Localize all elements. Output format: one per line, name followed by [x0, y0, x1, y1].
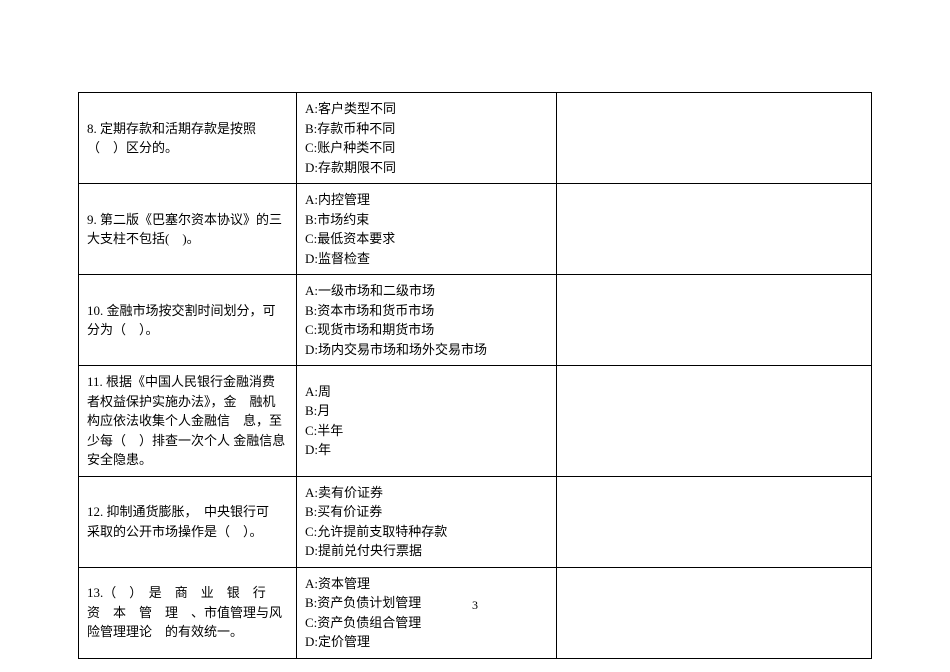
table-row: 9. 第二版《巴塞尔资本协议》的三大支柱不包括( )。 A:内控管理 B:市场约…	[79, 184, 872, 275]
answer-cell	[557, 93, 872, 184]
question-cell: 12. 抑制通货膨胀， 中央银行可 采取的公开市场操作是（ ）。	[79, 476, 297, 567]
table-row: 11. 根据《中国人民银行金融消费者权益保护实施办法》，金 融机构应依法收集个人…	[79, 366, 872, 477]
option-d: D:定价管理	[305, 632, 548, 652]
option-d: D:存款期限不同	[305, 158, 548, 178]
question-text: 8. 定期存款和活期存款是按照（ ）区分的。	[87, 121, 256, 156]
question-text: 10. 金融市场按交割时间划分，可分为（ ）。	[87, 303, 276, 338]
question-cell: 9. 第二版《巴塞尔资本协议》的三大支柱不包括( )。	[79, 184, 297, 275]
options-cell: A:周 B:月 C:半年 D:年	[297, 366, 557, 477]
option-b: B:资本市场和货币市场	[305, 301, 548, 321]
option-d: D:监督检查	[305, 249, 548, 269]
option-c: C:半年	[305, 421, 548, 441]
page-body: 8. 定期存款和活期存款是按照（ ）区分的。 A:客户类型不同 B:存款币种不同…	[0, 0, 950, 659]
option-a: A:客户类型不同	[305, 99, 548, 119]
option-d: D:场内交易市场和场外交易市场	[305, 340, 548, 360]
answer-cell	[557, 476, 872, 567]
option-c: C:允许提前支取特种存款	[305, 522, 548, 542]
question-cell: 11. 根据《中国人民银行金融消费者权益保护实施办法》，金 融机构应依法收集个人…	[79, 366, 297, 477]
table-row: 10. 金融市场按交割时间划分，可分为（ ）。 A:一级市场和二级市场 B:资本…	[79, 275, 872, 366]
table-row: 12. 抑制通货膨胀， 中央银行可 采取的公开市场操作是（ ）。 A:卖有价证券…	[79, 476, 872, 567]
option-a: A:资本管理	[305, 574, 548, 594]
options-cell: A:内控管理 B:市场约束 C:最低资本要求 D:监督检查	[297, 184, 557, 275]
question-text: 11. 根据《中国人民银行金融消费者权益保护实施办法》，金 融机构应依法收集个人…	[87, 374, 285, 467]
options-cell: A:客户类型不同 B:存款币种不同 C:账户种类不同 D:存款期限不同	[297, 93, 557, 184]
option-c: C:现货市场和期货市场	[305, 320, 548, 340]
options-cell: A:一级市场和二级市场 B:资本市场和货币市场 C:现货市场和期货市场 D:场内…	[297, 275, 557, 366]
question-text: 9. 第二版《巴塞尔资本协议》的三大支柱不包括( )。	[87, 212, 282, 247]
answer-cell	[557, 275, 872, 366]
question-text: 12. 抑制通货膨胀， 中央银行可 采取的公开市场操作是（ ）。	[87, 504, 282, 539]
option-c: C:资产负债组合管理	[305, 613, 548, 633]
page-number: 3	[0, 596, 950, 614]
option-a: A:周	[305, 382, 548, 402]
option-c: C:账户种类不同	[305, 138, 548, 158]
option-a: A:内控管理	[305, 190, 548, 210]
option-a: A:一级市场和二级市场	[305, 281, 548, 301]
option-b: B:买有价证券	[305, 502, 548, 522]
option-b: B:存款币种不同	[305, 119, 548, 139]
option-b: B:市场约束	[305, 210, 548, 230]
option-a: A:卖有价证券	[305, 483, 548, 503]
option-c: C:最低资本要求	[305, 229, 548, 249]
answer-cell	[557, 366, 872, 477]
option-d: D:提前兑付央行票据	[305, 541, 548, 561]
option-b: B:月	[305, 401, 548, 421]
option-d: D:年	[305, 440, 548, 460]
answer-cell	[557, 184, 872, 275]
options-cell: A:卖有价证券 B:买有价证券 C:允许提前支取特种存款 D:提前兑付央行票据	[297, 476, 557, 567]
question-cell: 10. 金融市场按交割时间划分，可分为（ ）。	[79, 275, 297, 366]
question-cell: 8. 定期存款和活期存款是按照（ ）区分的。	[79, 93, 297, 184]
table-row: 8. 定期存款和活期存款是按照（ ）区分的。 A:客户类型不同 B:存款币种不同…	[79, 93, 872, 184]
question-table: 8. 定期存款和活期存款是按照（ ）区分的。 A:客户类型不同 B:存款币种不同…	[78, 92, 872, 659]
